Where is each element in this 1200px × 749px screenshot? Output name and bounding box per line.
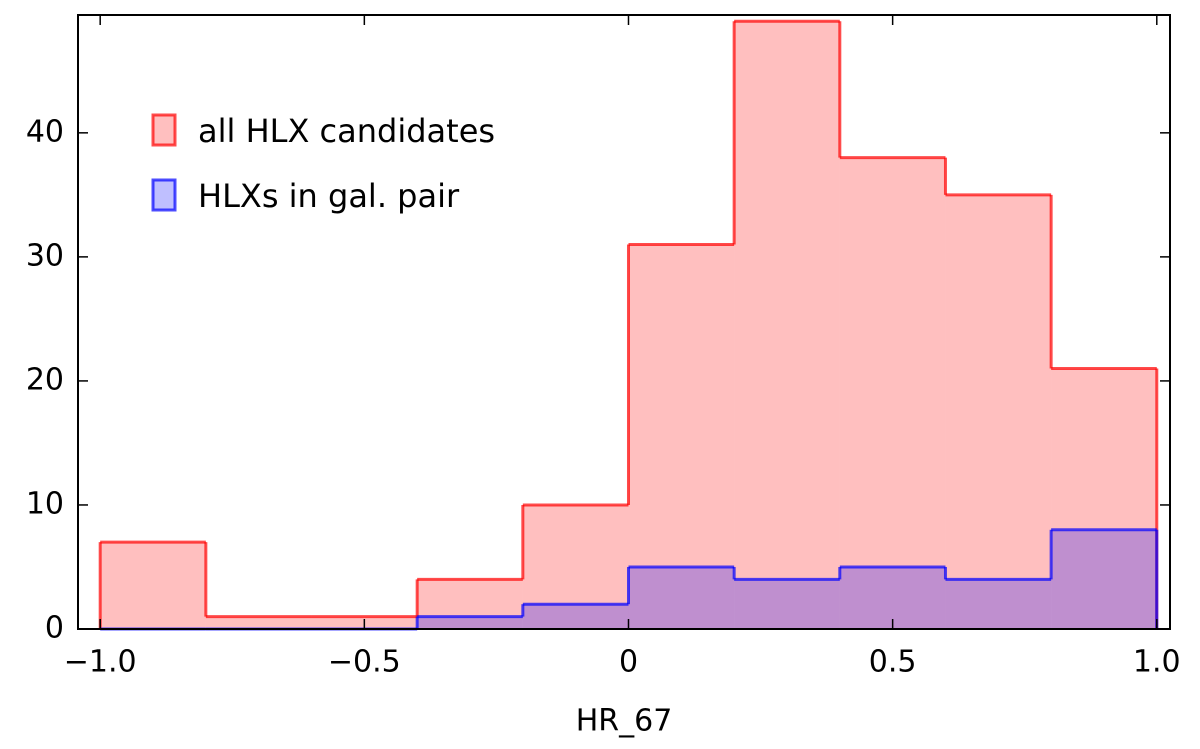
histogram-bar	[100, 542, 206, 629]
histogram-bar	[945, 194, 1052, 629]
x-tick-label: −1.0	[64, 645, 137, 680]
y-tick-label: 40	[26, 114, 64, 149]
legend-swatch	[151, 178, 177, 212]
y-tick-label: 0	[45, 611, 64, 646]
x-axis-label: HR_67	[576, 704, 673, 739]
legend-swatch	[151, 113, 177, 147]
histogram-bar	[522, 604, 629, 629]
histogram-bar	[205, 616, 312, 629]
y-tick-label: 30	[26, 238, 64, 273]
plot-frame	[77, 14, 1171, 630]
histogram-bar	[734, 21, 840, 629]
histogram-bar	[417, 579, 523, 629]
x-tick-label: 0	[619, 645, 638, 680]
histogram-bar	[628, 244, 735, 630]
x-tick-label: 1.0	[1133, 645, 1181, 680]
histogram-bar	[1051, 529, 1157, 629]
histogram-bar	[839, 566, 946, 629]
histogram-bar	[1051, 368, 1157, 629]
y-tick-label: 10	[26, 486, 64, 521]
histogram-bar	[734, 579, 840, 629]
histogram-bar	[417, 616, 523, 629]
histogram-bar	[839, 157, 946, 629]
histogram-bar	[522, 504, 629, 629]
legend-label: HLXs in gal. pair	[198, 177, 460, 215]
y-tick-label: 20	[26, 362, 64, 397]
histogram-bar	[945, 579, 1052, 629]
x-tick-label: 0.5	[869, 645, 917, 680]
histogram-bar	[628, 566, 735, 629]
legend-label: all HLX candidates	[198, 112, 495, 150]
x-tick-label: −0.5	[328, 645, 401, 680]
